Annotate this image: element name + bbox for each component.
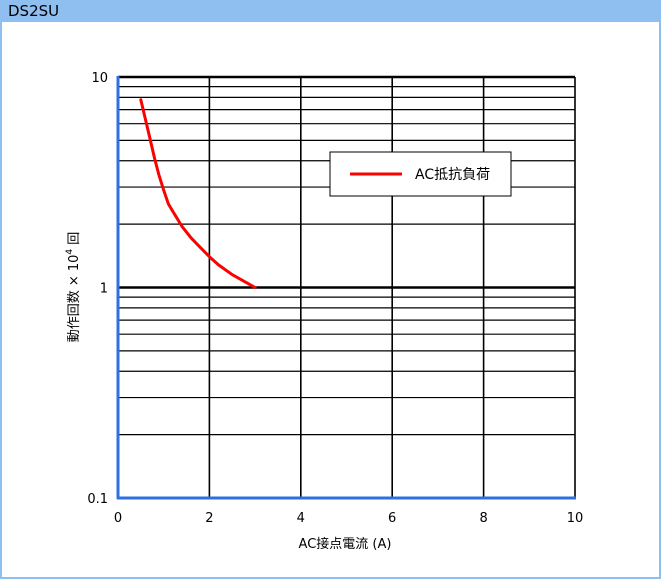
- legend-label: AC抵抗負荷: [415, 167, 490, 183]
- x-tick-label: 0: [114, 511, 122, 526]
- x-tick-label: 10: [567, 511, 584, 526]
- x-tick-label: 6: [388, 511, 396, 526]
- chart-header: DS2SU: [0, 0, 661, 22]
- grid-minor-lines: [118, 86, 575, 436]
- x-tick-label: 2: [205, 511, 213, 526]
- series-line: [139, 98, 257, 289]
- x-tick-label: 8: [479, 511, 487, 526]
- y-tick-label: 10: [91, 71, 108, 86]
- series-layer: [139, 98, 257, 289]
- y-axis-label: 動作回数 × 104 回: [65, 232, 82, 343]
- y-tick-label: 1: [100, 282, 108, 297]
- x-tick-label: 4: [297, 511, 305, 526]
- x-axis-label: AC接点電流 (A): [299, 536, 392, 552]
- axes: [116, 76, 576, 500]
- y-axis-label-prefix: 動作回数 × 10: [67, 255, 82, 343]
- y-tick-label: 0.1: [87, 492, 108, 507]
- chart-header-title: DS2SU: [8, 2, 60, 20]
- y-axis-label-superscript: 4: [65, 249, 75, 255]
- legend: AC抵抗負荷: [329, 151, 512, 197]
- tick-labels: 0 2 4 6 8 10 0.1 1 10: [87, 71, 583, 526]
- y-axis-label-suffix: 回: [67, 232, 82, 249]
